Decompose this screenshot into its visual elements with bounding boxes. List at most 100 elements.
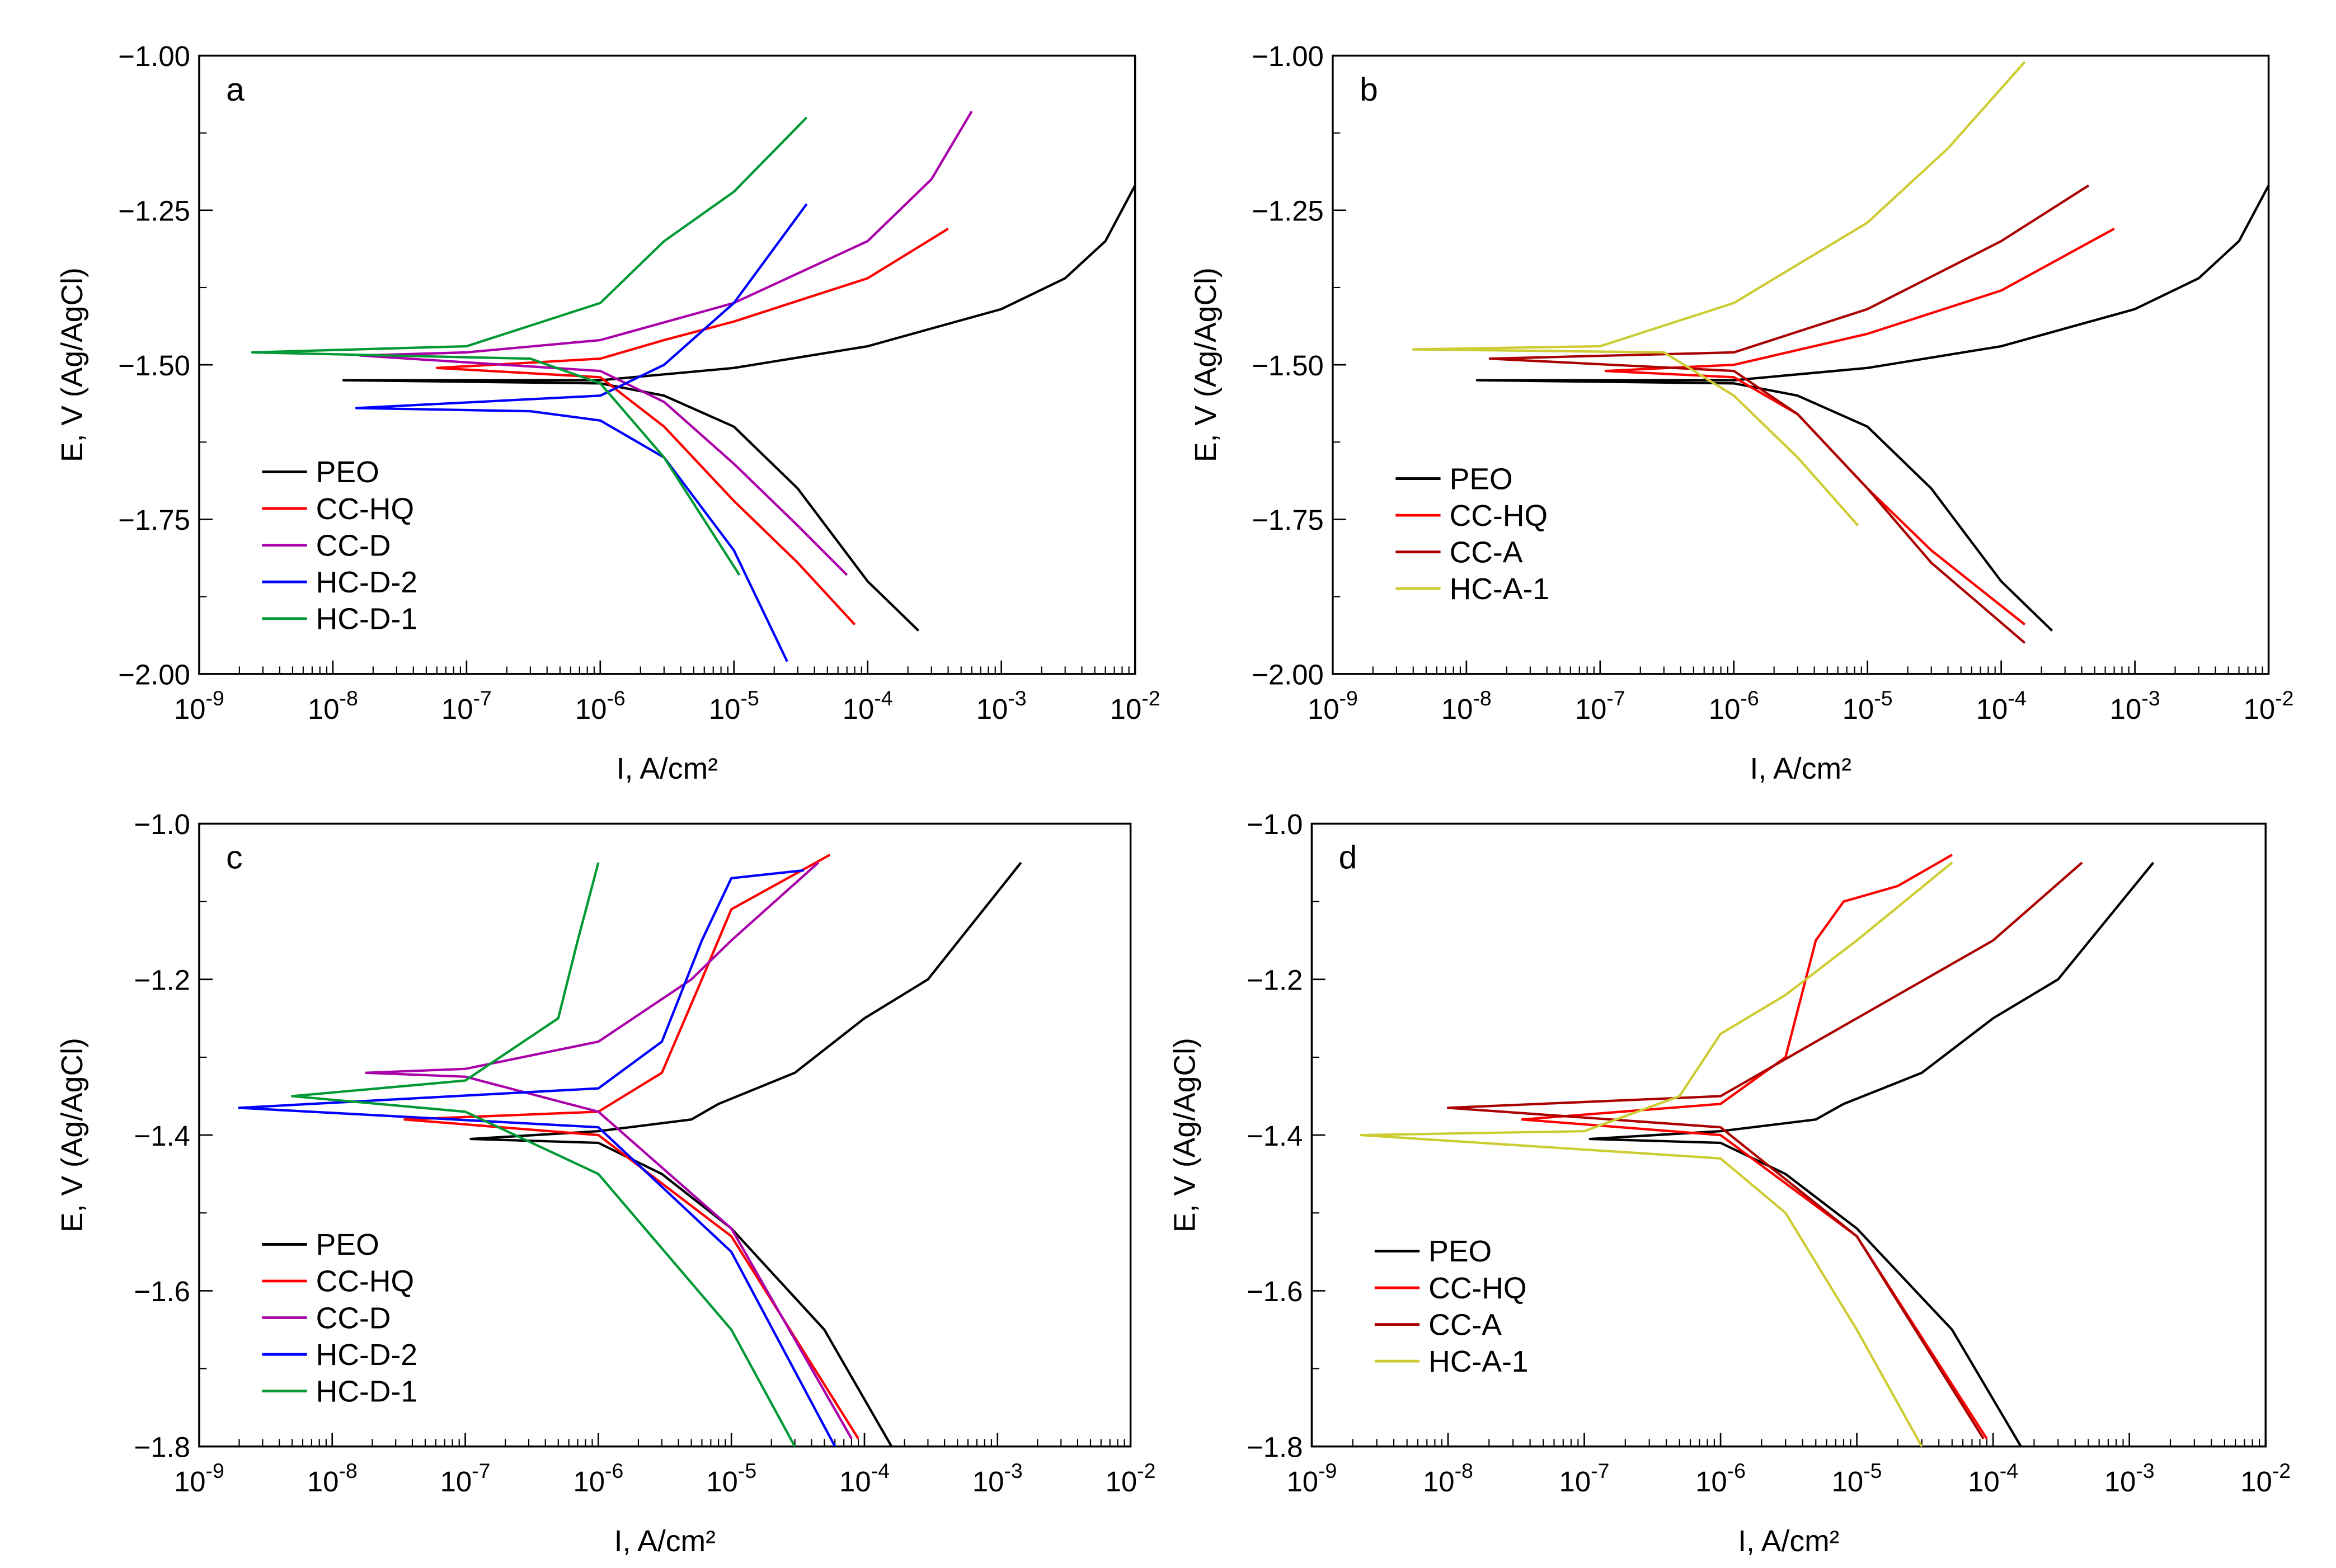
legend-label: PEO — [316, 456, 379, 489]
series-line-cc-a — [1446, 861, 2083, 1439]
series-line-peo — [342, 185, 1136, 632]
y-tick-label: −1.2 — [1247, 964, 1303, 996]
y-tick-label: −1.50 — [1252, 350, 1324, 382]
series-line-hc-a-1 — [1360, 861, 1953, 1447]
series-line-hc-d-2 — [355, 203, 808, 662]
y-axis-label: E, V (Ag/AgCl) — [56, 1038, 89, 1232]
panel-letter: b — [1360, 72, 1378, 108]
legend-label: HC-A-1 — [1450, 573, 1549, 606]
y-axis-label: E, V (Ag/AgCl) — [1169, 1038, 1202, 1232]
panel-letter: a — [226, 72, 245, 108]
panel-d: 10-9 10-8 10-7 10-6 10-5 10-4 10-3 10-2 −1.0 −1.2… — [1169, 808, 2291, 1558]
y-axis-label: E, V (Ag/AgCl) — [56, 267, 89, 462]
series-line-peo — [1475, 185, 2270, 632]
legend-label: HC-D-2 — [316, 566, 417, 599]
x-tick-label: 10-3 — [2110, 686, 2160, 725]
legend-label: CC-D — [316, 1302, 391, 1335]
x-tick-label: 10-6 — [1709, 686, 1759, 725]
y-tick-label: −1.0 — [1247, 808, 1303, 840]
x-tick-label: 10-5 — [709, 686, 759, 725]
series-line-peo — [1588, 861, 2155, 1447]
x-tick-label: 10-7 — [1575, 686, 1625, 725]
x-tick-label: 10-9 — [1286, 1459, 1337, 1498]
series-line-cc-a — [1488, 184, 2090, 644]
legend-label: CC-A — [1450, 536, 1523, 569]
x-axis-label: I, A/cm² — [1738, 1525, 1839, 1558]
x-tick-label: 10-6 — [575, 686, 626, 725]
x-tick-label: 10-6 — [1695, 1459, 1746, 1498]
y-tick-label: −1.50 — [118, 350, 190, 382]
x-tick-label: 10-8 — [308, 686, 358, 725]
legend-label: HC-D-2 — [316, 1339, 417, 1372]
x-axis-label: I, A/cm² — [614, 1525, 716, 1558]
panel-letter: d — [1339, 840, 1357, 876]
legend-label: HC-D-1 — [316, 603, 417, 636]
y-tick-label: −1.8 — [1247, 1431, 1303, 1463]
series-line-hc-d-2 — [238, 869, 836, 1447]
x-tick-label: 10-5 — [1843, 686, 1893, 725]
x-tick-label: 10-3 — [976, 686, 1027, 725]
legend-label: CC-HQ — [316, 1265, 414, 1298]
x-tick-label: 10-5 — [1832, 1459, 1882, 1498]
legend-label: CC-HQ — [1428, 1272, 1526, 1305]
x-axis-label: I, A/cm² — [1750, 752, 1851, 785]
y-axis-label: E, V (Ag/AgCl) — [1190, 267, 1223, 462]
panel-a: 10-9 10-8 10-7 10-6 10-5 10-4 10-3 10-2 −1.00 −1.… — [56, 40, 1160, 785]
series-line-cc-d — [359, 110, 973, 576]
panel-c: 10-9 10-8 10-7 10-6 10-5 10-4 10-3 10-2 −1.0 −1.2… — [56, 808, 1155, 1558]
y-tick-label: −1.25 — [118, 195, 190, 227]
x-tick-label: 10-9 — [174, 686, 224, 725]
x-tick-label: 10-9 — [1308, 686, 1358, 725]
x-tick-label: 10-5 — [706, 1459, 756, 1498]
x-tick-label: 10-4 — [1976, 686, 2027, 725]
x-axis-label: I, A/cm² — [617, 752, 718, 785]
panel-letter: c — [226, 840, 242, 876]
y-tick-label: −1.8 — [134, 1431, 190, 1463]
y-tick-label: −1.2 — [134, 964, 190, 996]
series-line-cc-hq — [1604, 227, 2115, 626]
x-tick-label: 10-8 — [1441, 686, 1492, 725]
panel-b: 10-9 10-8 10-7 10-6 10-5 10-4 10-3 10-2 −1.00 −1.… — [1190, 40, 2293, 785]
series-line-cc-hq — [403, 854, 859, 1439]
y-tick-label: −1.4 — [134, 1120, 190, 1152]
y-tick-label: −1.4 — [1247, 1120, 1303, 1152]
x-tick-label: 10-3 — [2104, 1459, 2155, 1498]
series-line-hc-a-1 — [1412, 61, 2026, 526]
legend-label: PEO — [1428, 1235, 1492, 1268]
legend-label: PEO — [1450, 463, 1513, 496]
legend-label: HC-D-1 — [316, 1375, 417, 1408]
legend-label: HC-A-1 — [1428, 1345, 1528, 1378]
series-line-hc-d-1 — [251, 116, 808, 576]
y-tick-label: −1.0 — [134, 808, 190, 840]
legend-label: CC-HQ — [316, 493, 414, 526]
x-tick-label: 10-6 — [573, 1459, 623, 1498]
x-tick-label: 10-4 — [843, 686, 893, 725]
x-tick-label: 10-2 — [2240, 1459, 2291, 1498]
y-tick-label: −1.00 — [118, 40, 190, 72]
x-tick-label: 10-4 — [839, 1459, 890, 1498]
series-line-hc-d-1 — [291, 862, 796, 1447]
x-tick-label: 10-2 — [1110, 686, 1160, 725]
legend-label: PEO — [316, 1228, 379, 1261]
x-tick-label: 10-7 — [440, 1459, 491, 1498]
y-tick-label: −1.6 — [134, 1275, 190, 1307]
x-tick-label: 10-2 — [1106, 1459, 1156, 1498]
y-tick-label: −1.00 — [1252, 40, 1324, 72]
legend-label: CC-HQ — [1450, 500, 1548, 533]
y-tick-label: −2.00 — [1252, 659, 1324, 691]
y-tick-label: −1.6 — [1247, 1275, 1303, 1307]
x-tick-label: 10-8 — [1423, 1459, 1473, 1498]
series-line-cc-hq — [1521, 854, 1988, 1439]
legend-label: CC-A — [1428, 1308, 1502, 1341]
y-tick-label: −1.25 — [1252, 195, 1324, 227]
x-tick-label: 10-7 — [441, 686, 492, 725]
x-tick-label: 10-8 — [307, 1459, 358, 1498]
y-tick-label: −1.75 — [1252, 504, 1324, 536]
series-line-cc-hq — [435, 228, 949, 625]
x-tick-label: 10-9 — [174, 1459, 224, 1498]
x-tick-label: 10-4 — [1968, 1459, 2018, 1498]
x-tick-label: 10-3 — [972, 1459, 1023, 1498]
legend-label: CC-D — [316, 529, 391, 562]
y-tick-label: −1.75 — [118, 504, 190, 536]
